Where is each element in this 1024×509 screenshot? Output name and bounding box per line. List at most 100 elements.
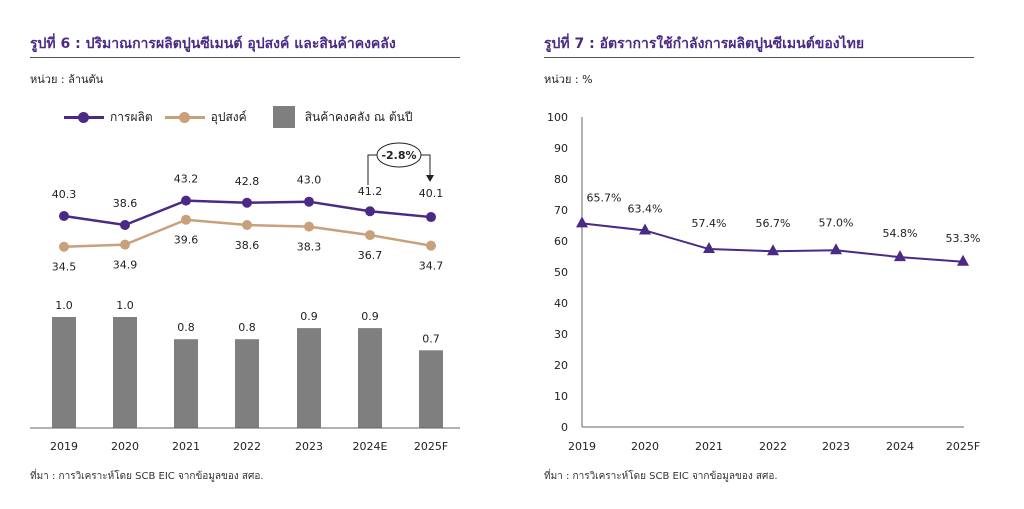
inventory-bar-label: 0.8 bbox=[238, 321, 256, 334]
left-x-tick-label: 2023 bbox=[295, 440, 323, 453]
production-data-label: 40.3 bbox=[52, 188, 77, 201]
production-data-label: 43.2 bbox=[174, 173, 199, 186]
left-x-tick-label: 2019 bbox=[50, 440, 78, 453]
production-point bbox=[304, 196, 314, 207]
right-y-tick-label: 30 bbox=[554, 328, 568, 341]
inventory-bar bbox=[358, 328, 382, 428]
right-y-tick-label: 60 bbox=[554, 235, 568, 248]
figure-6-unit: หน่วย : ล้านตัน bbox=[30, 73, 104, 86]
production-point bbox=[365, 206, 375, 217]
inventory-bar-label: 0.9 bbox=[300, 310, 318, 323]
figure-7-title: รูปที่ 7 : อัตราการใช้กำลังการผลิตปูนซีเ… bbox=[544, 36, 865, 52]
legend-inventory: สินค้าคงคลัง ณ ต้นปี bbox=[259, 106, 413, 128]
production-point bbox=[181, 195, 191, 206]
demand-point bbox=[181, 214, 191, 225]
figure-7-divider bbox=[544, 57, 974, 58]
right-x-tick-label: 2019 bbox=[568, 440, 596, 453]
utilization-point bbox=[767, 244, 779, 256]
right-y-tick-label: 50 bbox=[554, 266, 568, 279]
right-x-tick-label: 2023 bbox=[822, 440, 850, 453]
demand-point bbox=[242, 220, 252, 231]
demand-point bbox=[59, 241, 69, 252]
utilization-data-label: 57.0% bbox=[819, 216, 854, 229]
annotation-ellipse bbox=[376, 142, 422, 168]
demand-point bbox=[120, 239, 130, 250]
utilization-data-label: 57.4% bbox=[692, 217, 727, 230]
demand-point bbox=[426, 240, 436, 251]
production-point bbox=[120, 220, 130, 231]
inventory-bar bbox=[52, 317, 76, 428]
inventory-bar-label: 0.7 bbox=[422, 332, 440, 345]
utilization-point bbox=[703, 242, 715, 254]
legend-production-label: การผลิต bbox=[110, 109, 153, 124]
inventory-bar-label: 1.0 bbox=[55, 299, 73, 312]
utilization-point bbox=[894, 250, 906, 262]
utilization-data-label: 63.4% bbox=[628, 202, 663, 215]
demand-point bbox=[365, 230, 375, 241]
demand-data-label: 34.7 bbox=[419, 260, 444, 273]
inventory-bar bbox=[174, 339, 198, 428]
right-y-tick-label: 80 bbox=[554, 173, 568, 186]
right-x-tick-label: 2021 bbox=[695, 440, 723, 453]
legend-demand: อุปสงค์ bbox=[164, 108, 247, 127]
utilization-data-label: 65.7% bbox=[587, 191, 622, 204]
right-x-tick-label: 2020 bbox=[631, 440, 659, 453]
demand-data-label: 38.6 bbox=[235, 239, 260, 252]
annotation-bracket-right bbox=[421, 154, 431, 176]
utilization-point bbox=[639, 223, 651, 235]
inventory-bar bbox=[297, 328, 321, 428]
legend-production: การผลิต bbox=[64, 108, 153, 127]
production-point bbox=[59, 211, 69, 221]
figure-7-source: ที่มา : การวิเคราะห์โดย SCB EIC จากข้อมู… bbox=[544, 471, 778, 482]
right-y-tick-label: 70 bbox=[554, 204, 568, 217]
right-y-tick-label: 10 bbox=[554, 390, 568, 403]
demand-data-label: 34.9 bbox=[113, 259, 138, 272]
production-data-label: 42.8 bbox=[235, 175, 260, 188]
annotation-label: -2.8% bbox=[381, 149, 416, 162]
right-x-tick-label: 2025F bbox=[946, 440, 980, 453]
production-point bbox=[242, 197, 252, 208]
production-point bbox=[426, 212, 436, 223]
demand-point bbox=[304, 221, 314, 232]
annotation-arrow-icon bbox=[426, 175, 434, 182]
production-data-label: 43.0 bbox=[297, 174, 322, 187]
figure-6-legend: การผลิต อุปสงค์ สินค้าคงคลัง ณ ต้นปี bbox=[64, 106, 424, 128]
right-y-tick-label: 20 bbox=[554, 359, 568, 372]
production-data-label: 38.6 bbox=[113, 197, 138, 210]
inventory-box-icon bbox=[272, 106, 295, 128]
inventory-bar-label: 0.8 bbox=[177, 321, 195, 334]
annotation-bracket-left bbox=[367, 154, 377, 185]
production-line-icon bbox=[64, 111, 104, 123]
utilization-data-label: 54.8% bbox=[883, 227, 918, 240]
utilization-point bbox=[830, 243, 842, 255]
inventory-bar-label: 0.9 bbox=[361, 310, 379, 323]
utilization-data-label: 56.7% bbox=[756, 217, 791, 230]
left-x-tick-label: 2022 bbox=[233, 440, 261, 453]
right-y-tick-label: 0 bbox=[561, 421, 568, 434]
left-x-tick-label: 2024E bbox=[353, 440, 388, 453]
left-x-tick-label: 2020 bbox=[111, 440, 139, 453]
right-x-tick-label: 2022 bbox=[759, 440, 787, 453]
utilization-point bbox=[576, 216, 588, 228]
demand-line-icon bbox=[164, 111, 205, 123]
legend-inventory-label: สินค้าคงคลัง ณ ต้นปี bbox=[304, 109, 413, 124]
demand-data-label: 38.3 bbox=[297, 241, 322, 254]
demand-data-label: 39.6 bbox=[174, 234, 199, 247]
figure-7-unit: หน่วย : % bbox=[544, 73, 593, 86]
legend-demand-label: อุปสงค์ bbox=[210, 109, 247, 124]
utilization-point bbox=[957, 254, 969, 266]
left-x-tick-label: 2025F bbox=[414, 440, 448, 453]
right-y-tick-label: 90 bbox=[554, 142, 568, 155]
right-x-tick-label: 2024 bbox=[886, 440, 914, 453]
utilization-data-label: 53.3% bbox=[946, 232, 981, 245]
inventory-bar-label: 1.0 bbox=[116, 299, 134, 312]
right-y-tick-label: 100 bbox=[547, 111, 568, 124]
right-y-tick-label: 40 bbox=[554, 297, 568, 310]
figure-6-divider bbox=[30, 57, 460, 58]
inventory-bar bbox=[113, 317, 137, 428]
inventory-bar bbox=[419, 350, 443, 428]
left-x-tick-label: 2021 bbox=[172, 440, 200, 453]
demand-data-label: 34.5 bbox=[52, 261, 77, 274]
figure-6-title: รูปที่ 6 : ปริมาณการผลิตปูนซีเมนต์ อุปสง… bbox=[30, 36, 396, 52]
